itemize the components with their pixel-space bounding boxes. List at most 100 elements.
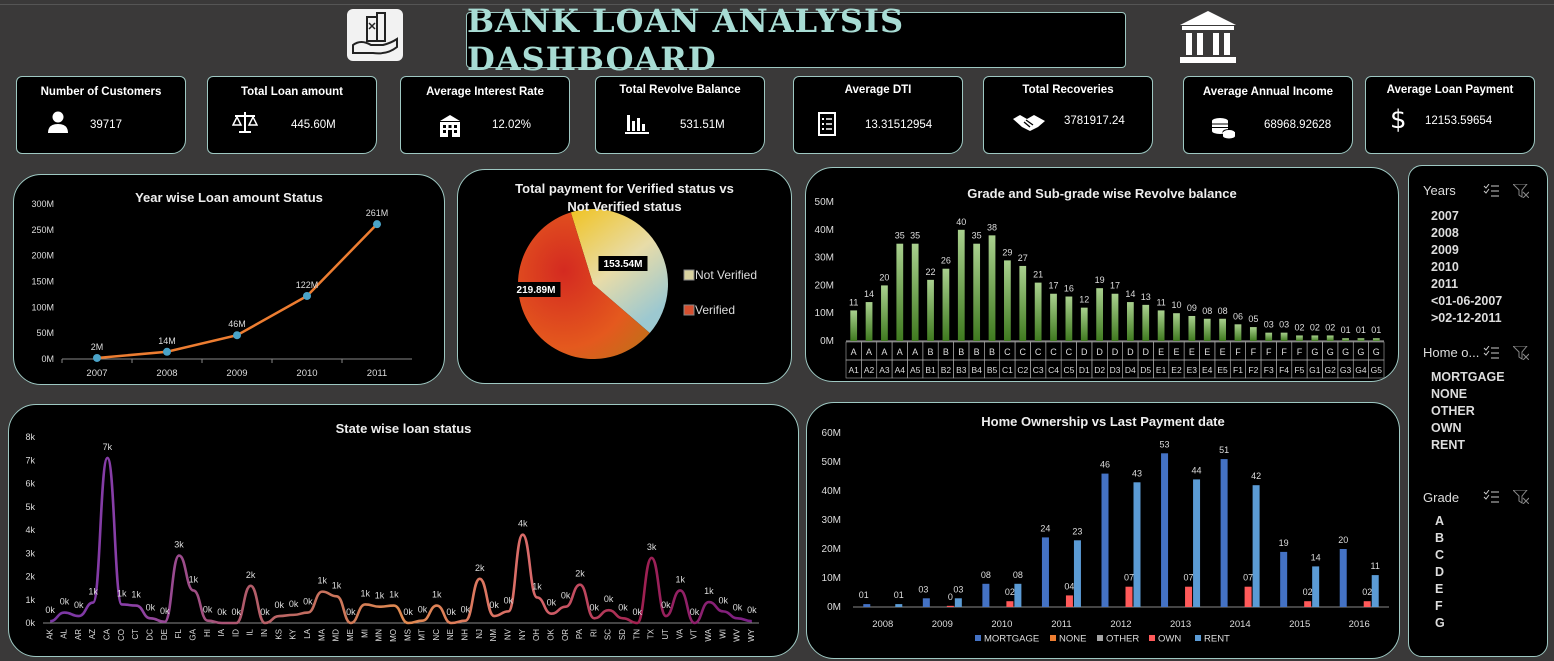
data-label: 07	[1124, 573, 1134, 583]
slicer-item[interactable]: <01-06-2007	[1431, 294, 1503, 308]
y-tick-label: 10M	[822, 573, 841, 584]
bar	[982, 583, 990, 607]
x-tick-label: IA	[217, 628, 226, 636]
x-tick-label: MN	[375, 629, 384, 642]
bar	[927, 279, 934, 341]
x-tick-label: C1	[1002, 365, 1013, 375]
x-tick-label: NV	[504, 628, 513, 640]
slicer-item[interactable]: 2010	[1431, 260, 1459, 274]
y-tick-label: 6k	[25, 479, 35, 489]
slicer-item[interactable]: F	[1435, 599, 1443, 613]
slicer-item[interactable]: 2008	[1431, 226, 1459, 240]
x-tick-label: MI	[360, 629, 369, 638]
slicer-item[interactable]: RENT	[1431, 438, 1466, 452]
data-label: 0k	[561, 591, 571, 601]
slicer-item[interactable]: G	[1435, 616, 1445, 630]
data-label: 0k	[203, 605, 213, 615]
x-tick-label: WI	[718, 629, 727, 639]
bar	[1252, 485, 1260, 607]
slicer-item[interactable]: 2009	[1431, 243, 1459, 257]
slicer-item[interactable]: C	[1435, 548, 1445, 562]
data-label: 0k	[733, 602, 743, 612]
slicer-item[interactable]: E	[1435, 582, 1444, 596]
slicer-item[interactable]: 2007	[1431, 209, 1459, 223]
state-loan-line-chart: 0k 1k 2k 3k 4k 5k 6k 7k 8k AK AL AR AZ CA CO CT DC DE FL GA…	[25, 432, 759, 642]
data-label: 40	[956, 217, 966, 227]
data-label: 0k	[690, 607, 700, 617]
clear-filter-icon[interactable]	[1513, 346, 1529, 360]
x-tick-label: GA	[188, 628, 197, 640]
data-label: 11	[1371, 561, 1380, 571]
x-tick-label: 2008	[872, 619, 893, 630]
bar	[911, 243, 919, 341]
legend-label: RENT	[1204, 634, 1230, 645]
group-label: C	[1035, 347, 1042, 357]
x-tick-label: 2010	[296, 368, 317, 379]
x-tick-label: D5	[1140, 365, 1151, 375]
data-label: 0k	[661, 600, 671, 610]
slicer-item[interactable]: A	[1435, 514, 1445, 528]
multi-select-icon[interactable]	[1483, 490, 1499, 504]
data-label: 23	[1072, 526, 1082, 536]
slicer-item[interactable]: D	[1435, 565, 1445, 579]
data-label: 0k	[489, 600, 499, 610]
x-tick-label: CT	[131, 629, 140, 640]
data-label: 09	[1187, 303, 1197, 313]
data-label: 0k	[618, 602, 628, 612]
slicer-item[interactable]: 2011	[1431, 277, 1459, 291]
clear-filter-icon[interactable]	[1513, 184, 1529, 198]
x-tick-label: A4	[895, 365, 906, 375]
legend-swatch	[683, 304, 695, 316]
x-tick-label: E2	[1171, 365, 1182, 375]
y-tick-label: 30M	[815, 253, 834, 264]
y-tick-label: 0M	[827, 602, 841, 613]
x-tick-label: MD	[332, 629, 341, 642]
x-tick-label: B3	[956, 365, 967, 375]
data-label: 0k	[303, 597, 313, 607]
slicer-item[interactable]: OWN	[1431, 421, 1462, 435]
bar	[1014, 583, 1022, 607]
bar	[1065, 595, 1073, 607]
bar	[1034, 282, 1042, 341]
x-tick-label: 2008	[156, 368, 177, 379]
x-tick-label: SD	[618, 629, 627, 640]
bar	[1101, 473, 1109, 607]
slicer-item[interactable]: MORTGAGE	[1431, 370, 1505, 384]
multi-select-icon[interactable]	[1483, 346, 1499, 360]
data-label: 08	[981, 570, 991, 580]
group-label: A	[866, 347, 872, 357]
y-tick-label: 1k	[25, 595, 35, 605]
group-label: F	[1297, 347, 1303, 357]
x-tick-label: 2014	[1230, 619, 1251, 630]
data-label: 122M	[296, 280, 319, 290]
kpi-total-loan-amount: Total Loan amount 445.60M	[207, 76, 377, 154]
x-tick-label: RI	[589, 629, 598, 637]
group-label: B	[943, 347, 949, 357]
x-tick-label: IN	[260, 629, 269, 637]
bar	[1265, 332, 1273, 341]
y-tick-label: 20M	[815, 280, 834, 291]
y-tick-label: 200M	[31, 251, 54, 261]
slicer-item[interactable]: >02-12-2011	[1431, 311, 1502, 325]
data-label: 29	[1002, 247, 1012, 257]
multi-select-icon[interactable]	[1483, 184, 1499, 198]
slicer-item[interactable]: OTHER	[1431, 404, 1475, 418]
data-label: 0k	[747, 605, 757, 615]
data-label: 11	[849, 297, 858, 307]
data-label: 1k	[389, 590, 399, 600]
slicer-item[interactable]: B	[1435, 531, 1445, 545]
bar	[988, 235, 996, 341]
data-label: 27	[1018, 253, 1028, 263]
data-label: 3k	[647, 542, 657, 552]
kpi-label: Average Annual Income	[1202, 86, 1334, 98]
slicer-item[interactable]: NONE	[1431, 387, 1468, 401]
data-label-bg	[598, 256, 648, 271]
x-tick-label: TX	[647, 628, 656, 639]
clear-filter-icon[interactable]	[1513, 490, 1529, 504]
bar	[1161, 453, 1169, 607]
bar	[1280, 332, 1288, 341]
group-label: G	[1311, 347, 1318, 357]
group-label: F	[1281, 347, 1287, 357]
data-label: 1k	[332, 580, 342, 590]
legend-swatch	[1149, 635, 1155, 641]
